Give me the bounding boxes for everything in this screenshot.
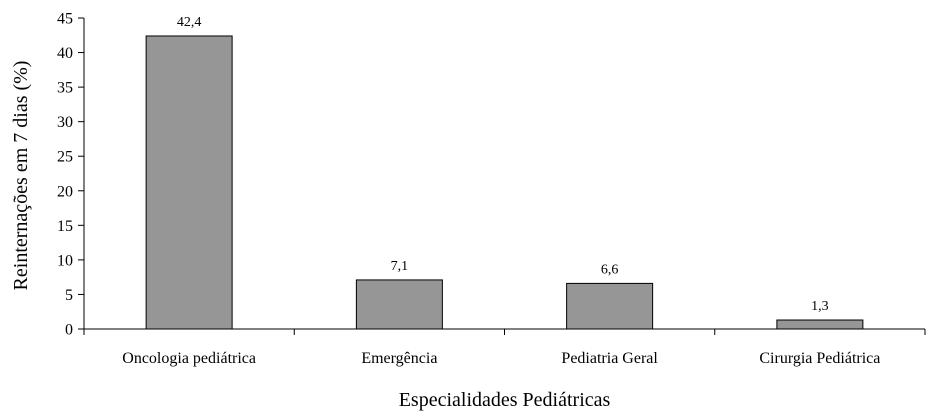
x-tick-label: Cirurgia Pediátrica: [759, 350, 880, 367]
y-tick-label: 20: [57, 183, 73, 200]
y-tick-label: 5: [65, 287, 73, 304]
y-tick-label: 15: [57, 218, 73, 235]
bar: [145, 35, 233, 330]
data-labels: 42,4 7,1 6,6 1,3: [177, 15, 829, 314]
x-tick-label: Emergência: [361, 350, 437, 367]
bar: [355, 279, 443, 330]
bar: [776, 319, 864, 330]
y-tick-label: 10: [57, 252, 73, 269]
x-tick-label: Pediatria Geral: [561, 350, 658, 367]
y-tick-label: 35: [57, 80, 73, 97]
x-axis: Oncologia pediátrica Emergência Pediatria …: [83, 328, 926, 367]
y-tick-label: 45: [57, 11, 73, 28]
data-label: 7,1: [391, 259, 409, 274]
y-tick-label: 40: [57, 45, 73, 62]
y-axis: 0 5 10 15 20 25 30 35 40 45: [57, 11, 85, 339]
data-label: 1,3: [811, 299, 829, 314]
y-tick-label: 0: [65, 322, 73, 339]
bars: [145, 35, 864, 330]
data-label: 6,6: [601, 262, 619, 277]
y-tick-label: 30: [57, 114, 73, 131]
x-tick-label: Oncologia pediátrica: [122, 350, 256, 367]
bar: [566, 282, 654, 330]
x-axis-title: Especialidades Pediátricas: [399, 389, 611, 411]
y-tick-label: 25: [57, 149, 73, 166]
data-label: 42,4: [177, 15, 202, 30]
y-axis-title: Reinternações em 7 dias (%): [10, 61, 32, 291]
